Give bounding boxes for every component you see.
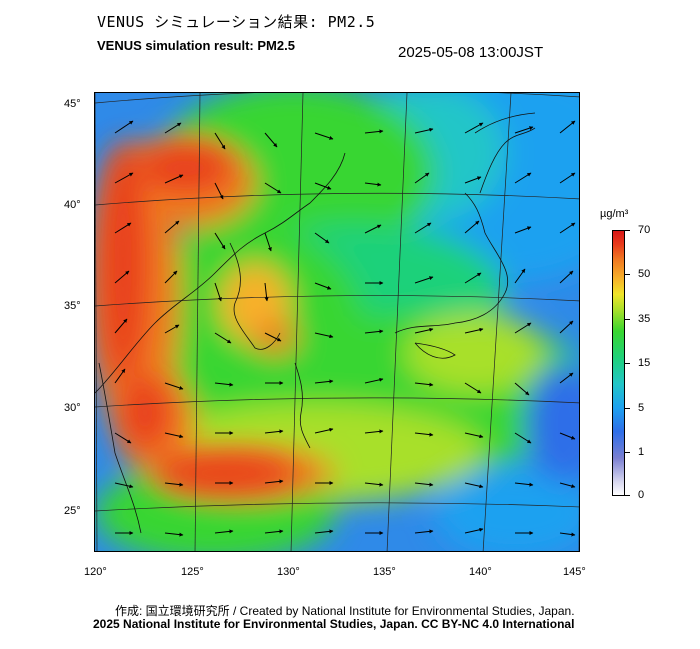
lon-tick-130: 130° [277,566,300,578]
colorbar-tick [625,495,630,496]
copyright-line: 2025 National Institute for Environmenta… [93,617,575,631]
lon-tick-120: 120° [84,566,107,578]
colorbar-label-1: 1 [638,446,645,458]
colorbar-tick [625,274,630,275]
timestamp: 2025-05-08 13:00JST [398,44,544,61]
colorbar-tick [625,319,630,320]
graticule [95,93,579,551]
colorbar-label-15: 15 [638,357,651,369]
lat-tick-35: 35° [64,300,81,312]
title-english: VENUS simulation result: PM2.5 [97,38,295,53]
credit-line: 作成: 国立環境研究所 / Created by National Instit… [115,604,575,618]
lon-tick-125: 125° [181,566,204,578]
colorbar-tick [625,230,630,231]
lon-tick-135: 135° [373,566,396,578]
colorbar-label-5: 5 [638,402,645,414]
lat-tick-30: 30° [64,402,81,414]
colorbar-label-70: 70 [638,224,651,236]
colorbar-tick [625,452,630,453]
colorbar [612,230,625,496]
colorbar-unit: µg/m³ [600,208,629,220]
lon-tick-140: 140° [469,566,492,578]
coastlines [95,112,536,534]
title-japanese: VENUS シミュレーション結果: PM2.5 [97,13,376,31]
colorbar-label-50: 50 [638,268,651,280]
high-concentration-core [101,143,295,491]
colorbar-label-35: 35 [638,313,651,325]
colorbar-tick [625,408,630,409]
lon-tick-145: 145° [563,566,586,578]
colorbar-label-0: 0 [638,489,645,501]
lat-tick-45: 45° [64,98,81,110]
wind-vectors [114,120,576,537]
lat-tick-25: 25° [64,505,81,517]
lat-tick-40: 40° [64,199,81,211]
map-canvas [95,93,579,551]
colorbar-tick [625,363,630,364]
pm25-map [94,92,580,552]
